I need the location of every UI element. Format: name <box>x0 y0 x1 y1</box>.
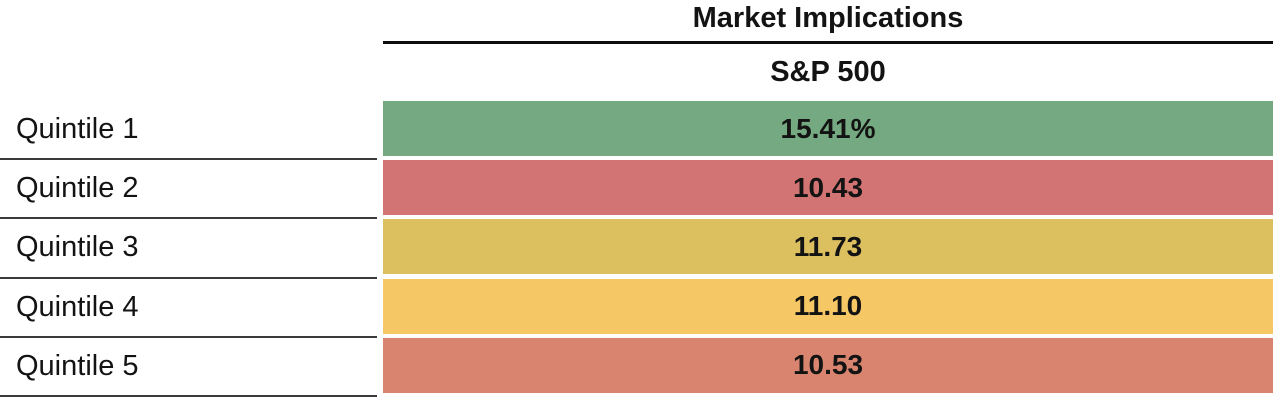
value-cell: 15.41% <box>383 101 1273 156</box>
table-row: Quintile 3 11.73 <box>0 219 1280 279</box>
value-cell: 10.53 <box>383 337 1273 393</box>
header-empty-corner <box>0 0 377 44</box>
value-column: 10.43 <box>383 160 1273 219</box>
row-label: Quintile 3 <box>0 219 377 279</box>
row-label: Quintile 1 <box>0 101 377 161</box>
row-label: Quintile 2 <box>0 160 377 220</box>
value-column: 10.53 <box>383 337 1273 397</box>
value-cell: 11.10 <box>383 278 1273 334</box>
table-row: Quintile 5 10.53 <box>0 337 1280 397</box>
value-column: 11.73 <box>383 219 1273 278</box>
value-cell: 10.43 <box>383 160 1273 216</box>
table-row: Quintile 4 11.10 <box>0 278 1280 338</box>
row-label: Quintile 5 <box>0 338 377 397</box>
table-title: Market Implications <box>383 0 1273 44</box>
row-label: Quintile 4 <box>0 279 377 338</box>
value-column: 15.41% <box>383 101 1273 160</box>
table-row: Quintile 2 10.43 <box>0 160 1280 220</box>
value-column: 11.10 <box>383 278 1273 338</box>
subheader-empty-corner <box>0 44 377 101</box>
table-header-row: Market Implications <box>0 0 1280 44</box>
column-header-sp500: S&P 500 <box>770 56 886 88</box>
table-subheader-row: S&P 500 <box>0 44 1280 101</box>
table-row: Quintile 1 15.41% <box>0 101 1280 161</box>
value-cell: 11.73 <box>383 219 1273 275</box>
